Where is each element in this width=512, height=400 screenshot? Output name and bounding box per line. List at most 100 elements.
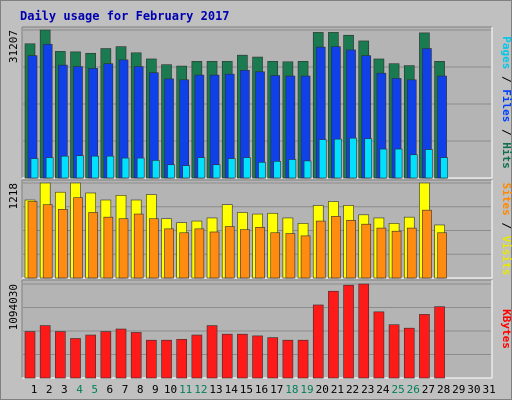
day-label: 23 xyxy=(361,383,374,396)
sites-bar xyxy=(240,229,250,279)
series-legend: Sites / Visits xyxy=(500,183,512,276)
day-label: 6 xyxy=(107,383,114,396)
sites-bar xyxy=(422,209,432,279)
day-label: 24 xyxy=(376,383,390,396)
pages-bar xyxy=(152,160,160,179)
series-legend: Pages / Files / Hits xyxy=(500,36,512,169)
sites-bar xyxy=(179,232,189,279)
sites-bar xyxy=(118,218,129,279)
sites-bar xyxy=(255,227,265,279)
series-legend: KBytes xyxy=(500,309,512,349)
day-label: 14 xyxy=(225,383,239,396)
pages-bar xyxy=(409,154,418,179)
sites-bar xyxy=(133,213,144,279)
legend-entry-pages: Pages xyxy=(500,36,512,69)
kbytes-bar xyxy=(343,284,354,379)
kbytes-bar xyxy=(191,334,203,379)
day-label: 13 xyxy=(209,383,222,396)
day-label: 2 xyxy=(46,383,53,396)
files-bar xyxy=(164,78,174,179)
sites-bar xyxy=(224,226,235,279)
sites-bar xyxy=(391,230,402,279)
legend-separator: / xyxy=(500,216,512,236)
files-bar xyxy=(209,74,220,179)
day-label: 10 xyxy=(164,383,177,396)
sites-bar xyxy=(437,232,447,279)
pages-bar xyxy=(394,148,403,179)
pages-bar xyxy=(227,158,236,179)
pages-bar xyxy=(45,157,54,179)
sites-bar xyxy=(27,201,38,279)
sites-bar xyxy=(42,204,53,279)
kbytes-bar xyxy=(282,339,294,379)
pages-bar xyxy=(30,158,39,179)
pages-bar xyxy=(243,157,251,179)
kbytes-bar xyxy=(297,339,309,379)
day-label: 7 xyxy=(122,383,129,396)
pages-bar xyxy=(288,159,297,179)
sites-bar xyxy=(103,216,114,279)
files-bar xyxy=(179,79,189,179)
sites-bar xyxy=(376,227,387,279)
day-label: 4 xyxy=(76,383,83,396)
pages-bar xyxy=(197,157,206,179)
pages-bar xyxy=(364,138,373,179)
pages-bar xyxy=(334,138,342,179)
hits-files-pages-panel: 31207 Pages / Files / Hits xyxy=(7,26,512,179)
day-label: 3 xyxy=(61,383,68,396)
kbytes-bar xyxy=(388,324,400,379)
pages-bar xyxy=(349,137,357,179)
kbytes-bar xyxy=(221,333,233,379)
day-label: 28 xyxy=(437,383,450,396)
kbytes-bar xyxy=(267,337,279,379)
kbytes-bar xyxy=(100,331,112,379)
day-axis-labels: 1 2 3 4 5 6 7 8 9 10 11 12 13 14 15 16 17 18 19 20 21 22 23 24 2… xyxy=(31,383,496,396)
kbytes-bar xyxy=(206,325,218,379)
pages-bar xyxy=(182,165,190,179)
kbytes-bar xyxy=(434,306,445,379)
pages-bar xyxy=(318,139,327,179)
day-label: 25 xyxy=(391,383,404,396)
day-label: 22 xyxy=(346,383,359,396)
kbytes-bar xyxy=(161,339,172,379)
pages-bar xyxy=(61,155,69,179)
kbytes-bar xyxy=(373,311,385,379)
kbytes-bar xyxy=(252,335,263,379)
pages-bar xyxy=(440,157,448,179)
day-label: 8 xyxy=(137,383,144,396)
legend-entry-visits: Visits xyxy=(500,236,512,276)
sites-bar xyxy=(73,197,83,279)
kbytes-bar xyxy=(85,334,96,379)
sites-bar xyxy=(406,227,417,279)
pages-bar xyxy=(212,164,221,179)
kbytes-bar xyxy=(115,328,127,379)
sites-bar xyxy=(58,209,68,279)
legend-entry-sites: Sites xyxy=(500,183,512,216)
day-label: 29 xyxy=(452,383,465,396)
day-label: 19 xyxy=(300,383,313,396)
pages-bar xyxy=(121,157,130,179)
kbytes-bar xyxy=(55,331,66,379)
kbytes-bar xyxy=(70,338,81,379)
day-label: 5 xyxy=(91,383,98,396)
sites-bar xyxy=(285,233,296,279)
y-max-label: 31207 xyxy=(7,30,20,63)
chart-title: Daily usage for February 2017 xyxy=(20,9,230,23)
pages-bar xyxy=(303,160,312,179)
y-max-label: 1094030 xyxy=(7,284,20,330)
pages-bar xyxy=(167,164,175,179)
pages-bar xyxy=(273,161,282,179)
kbytes-bar xyxy=(237,333,248,379)
kbytes-bar xyxy=(130,332,142,379)
day-label: 30 xyxy=(467,383,480,396)
pages-bar xyxy=(136,157,145,179)
sites-bar xyxy=(164,228,174,279)
sites-bar xyxy=(331,216,341,279)
sites-bar xyxy=(346,219,356,279)
legend-separator: / xyxy=(500,122,512,142)
pages-bar xyxy=(258,162,266,179)
day-label: 26 xyxy=(407,383,420,396)
sites-bar xyxy=(270,232,281,279)
day-label: 16 xyxy=(255,383,268,396)
